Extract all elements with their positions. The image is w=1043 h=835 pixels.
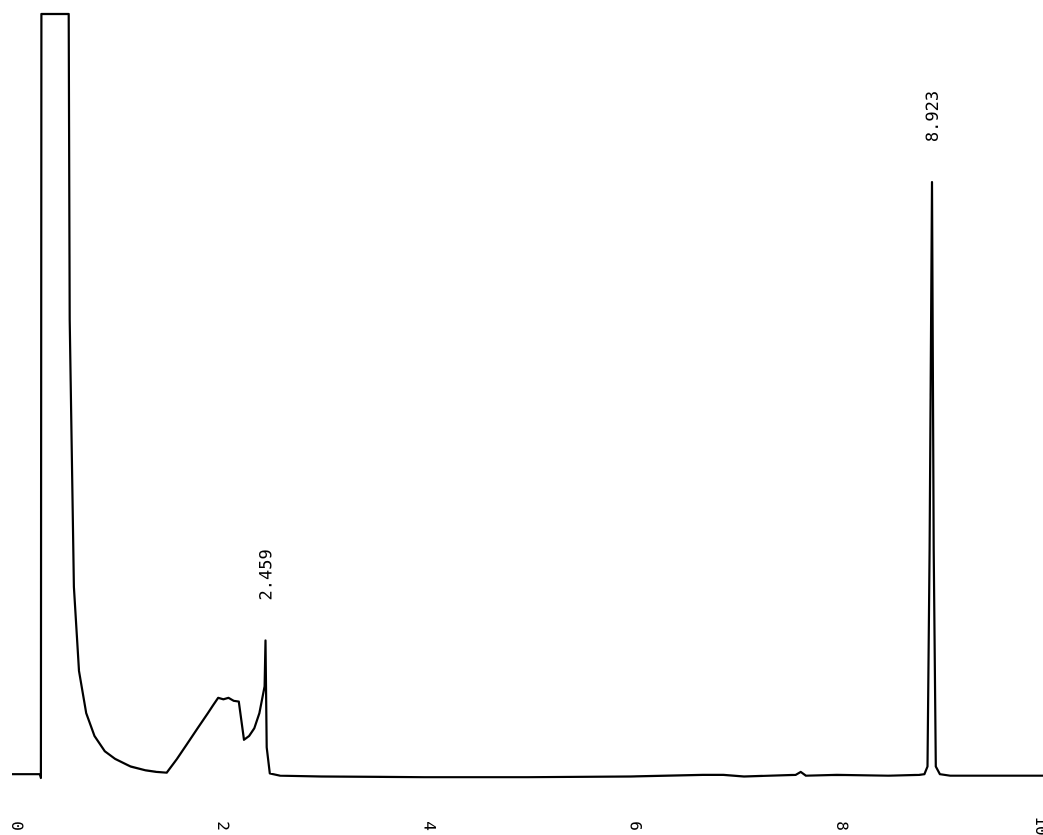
x-tick-labels: 0 2 4 6 8 10 bbox=[8, 816, 1043, 835]
x-tick-label: 4 bbox=[420, 821, 439, 831]
chromatogram-trace bbox=[12, 12, 1043, 780]
x-tick-label: 6 bbox=[627, 821, 646, 831]
peak-labels: 2.459 8.923 bbox=[257, 91, 943, 601]
x-tick-label: 8 bbox=[833, 821, 852, 831]
x-tick-label: 2 bbox=[214, 821, 233, 831]
peak-label: 8.923 bbox=[923, 91, 943, 142]
x-tick-label: 10 bbox=[1032, 816, 1043, 835]
plot-area bbox=[12, 12, 1043, 780]
x-tick-label: 0 bbox=[8, 821, 27, 831]
peak-label: 2.459 bbox=[257, 549, 277, 600]
